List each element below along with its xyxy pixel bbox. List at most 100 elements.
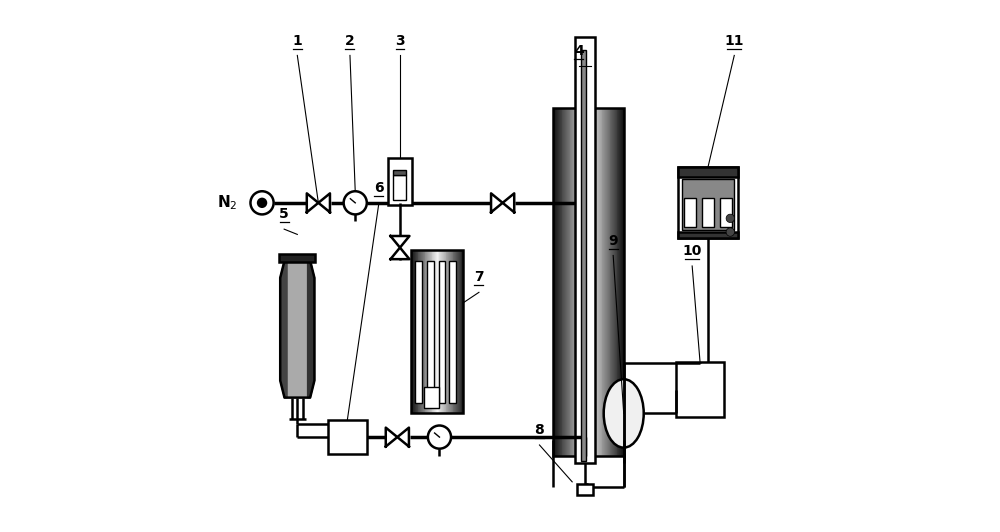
- Bar: [571, 108, 573, 455]
- Ellipse shape: [613, 379, 634, 447]
- Bar: [720, 198, 732, 227]
- Bar: [459, 250, 460, 413]
- Bar: [682, 179, 734, 230]
- Bar: [599, 108, 600, 455]
- Ellipse shape: [609, 379, 639, 447]
- Bar: [617, 108, 619, 455]
- Ellipse shape: [618, 379, 630, 447]
- Bar: [436, 250, 437, 413]
- Polygon shape: [390, 236, 409, 247]
- Bar: [279, 254, 315, 262]
- Bar: [438, 250, 439, 413]
- Ellipse shape: [605, 379, 643, 447]
- Bar: [424, 250, 425, 413]
- Bar: [448, 250, 450, 413]
- Bar: [565, 108, 566, 455]
- Ellipse shape: [622, 379, 625, 447]
- Bar: [578, 108, 580, 455]
- Bar: [569, 108, 570, 455]
- Text: N$_2$: N$_2$: [217, 194, 237, 212]
- Ellipse shape: [608, 379, 640, 447]
- Ellipse shape: [606, 379, 642, 447]
- Bar: [564, 108, 566, 455]
- Bar: [439, 261, 445, 403]
- Bar: [416, 250, 417, 413]
- Bar: [579, 108, 581, 455]
- Bar: [607, 108, 608, 455]
- Bar: [441, 250, 443, 413]
- Ellipse shape: [616, 379, 632, 447]
- Ellipse shape: [622, 379, 626, 447]
- Bar: [612, 108, 614, 455]
- Bar: [447, 250, 449, 413]
- Bar: [586, 108, 588, 455]
- Polygon shape: [491, 193, 503, 212]
- Bar: [454, 250, 456, 413]
- Bar: [576, 108, 577, 455]
- Bar: [426, 250, 428, 413]
- Bar: [560, 108, 561, 455]
- Bar: [425, 250, 426, 413]
- Bar: [582, 108, 583, 455]
- Bar: [570, 108, 572, 455]
- Polygon shape: [397, 428, 409, 446]
- Bar: [431, 250, 432, 413]
- Bar: [566, 108, 567, 455]
- Text: 9: 9: [608, 234, 618, 247]
- Bar: [425, 250, 427, 413]
- Bar: [393, 170, 406, 175]
- Bar: [593, 108, 594, 455]
- Bar: [604, 108, 606, 455]
- Polygon shape: [318, 193, 330, 212]
- Ellipse shape: [613, 379, 635, 447]
- Bar: [577, 108, 578, 455]
- Bar: [451, 250, 452, 413]
- Bar: [589, 108, 590, 455]
- Bar: [562, 108, 564, 455]
- Bar: [461, 250, 463, 413]
- Ellipse shape: [606, 379, 641, 447]
- Bar: [444, 250, 445, 413]
- Ellipse shape: [604, 379, 643, 447]
- Circle shape: [726, 214, 735, 222]
- Bar: [423, 250, 424, 413]
- Bar: [415, 261, 422, 403]
- Bar: [619, 108, 621, 455]
- Bar: [418, 250, 420, 413]
- Ellipse shape: [612, 379, 635, 447]
- Bar: [588, 108, 590, 455]
- Bar: [678, 232, 738, 238]
- Bar: [414, 250, 415, 413]
- Ellipse shape: [608, 379, 639, 447]
- Text: 8: 8: [535, 423, 544, 437]
- Bar: [702, 198, 714, 227]
- Bar: [421, 250, 422, 413]
- Bar: [620, 108, 622, 455]
- Bar: [573, 108, 574, 455]
- Bar: [435, 250, 436, 413]
- Bar: [583, 108, 584, 455]
- Bar: [603, 108, 605, 455]
- Bar: [556, 108, 558, 455]
- Circle shape: [428, 426, 451, 448]
- Bar: [453, 250, 455, 413]
- Text: 2: 2: [345, 34, 355, 47]
- Ellipse shape: [621, 379, 626, 447]
- Bar: [415, 250, 416, 413]
- Bar: [434, 250, 436, 413]
- Ellipse shape: [612, 379, 636, 447]
- Polygon shape: [280, 261, 287, 397]
- Bar: [413, 250, 415, 413]
- Bar: [412, 250, 414, 413]
- Bar: [597, 108, 598, 455]
- Bar: [574, 108, 575, 455]
- Bar: [616, 108, 617, 455]
- Bar: [554, 108, 556, 455]
- Bar: [581, 108, 582, 455]
- Bar: [678, 167, 738, 238]
- Bar: [615, 108, 616, 455]
- Bar: [594, 108, 596, 455]
- Bar: [428, 250, 429, 413]
- Bar: [393, 175, 406, 200]
- Ellipse shape: [616, 379, 631, 447]
